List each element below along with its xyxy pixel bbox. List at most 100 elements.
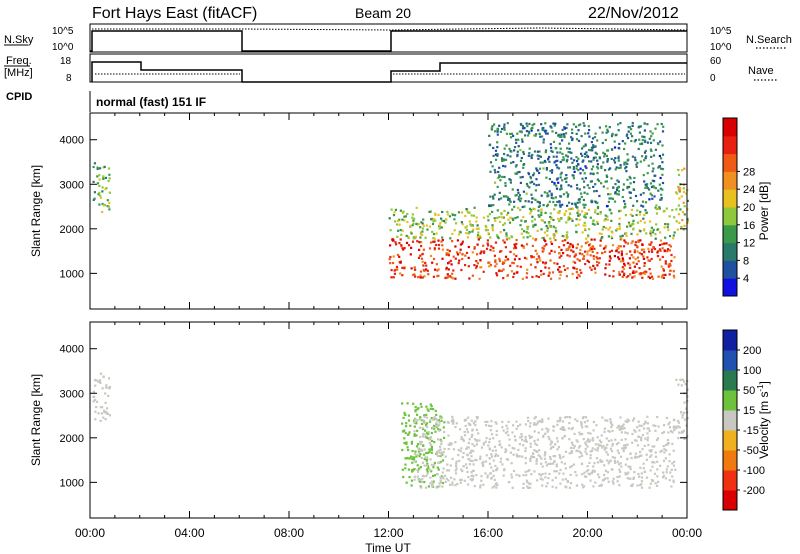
power-echo-cell: [511, 261, 514, 264]
velocity-echo-cell: [442, 477, 445, 480]
colorbar-tick-label: 20: [743, 202, 755, 214]
velocity-echo-cell: [434, 409, 437, 412]
power-echo-cell: [557, 181, 560, 184]
power-echo-cell: [659, 187, 662, 190]
power-echo-cell: [613, 159, 616, 162]
velocity-echo-cell: [677, 421, 681, 424]
velocity-echo-cell: [540, 457, 543, 460]
power-echo-cell: [575, 205, 578, 208]
velocity-echo-cell: [436, 419, 439, 422]
power-echo-cell: [451, 277, 455, 280]
velocity-echo-cell: [510, 462, 513, 465]
power-echo-cell: [432, 275, 435, 278]
power-echo-cell: [498, 166, 501, 169]
power-echo-cell: [649, 141, 653, 144]
colorbar-tick-label: -15: [743, 425, 759, 437]
power-echo-cell: [543, 159, 546, 163]
velocity-echo-cell: [555, 486, 558, 489]
power-echo-cell: [538, 257, 541, 260]
power-echo-cell: [553, 183, 556, 186]
power-echo-cell: [565, 160, 568, 163]
velocity-echo-cell: [580, 462, 583, 465]
power-echo-cell: [497, 170, 500, 174]
x-tick-label: 00:00: [672, 526, 702, 540]
velocity-echo-cell: [579, 445, 582, 448]
power-echo-cell: [560, 187, 563, 190]
velocity-echo-cell: [451, 418, 455, 422]
power-echo-cell: [679, 187, 682, 190]
power-echo-cell: [584, 250, 587, 253]
power-echo-cell: [492, 249, 495, 252]
velocity-echo-cell: [617, 441, 620, 444]
power-echo-cell: [683, 167, 686, 170]
power-echo-cell: [662, 273, 665, 277]
power-echo-cell: [585, 151, 588, 154]
power-echo-cell: [555, 204, 558, 207]
power-echo-cell: [559, 176, 562, 179]
velocity-echo-cell: [533, 449, 536, 452]
velocity-echo-cell: [622, 423, 625, 426]
velocity-echo-cell: [405, 422, 408, 425]
velocity-echo-cell: [475, 439, 478, 442]
velocity-echo-cell: [538, 449, 541, 452]
power-echo-cell: [544, 211, 547, 214]
power-echo-cell: [624, 241, 627, 244]
velocity-echo-cell: [552, 429, 555, 432]
velocity-echo-cell: [428, 438, 431, 441]
power-echo-cell: [518, 130, 521, 133]
velocity-echo-cell: [553, 460, 556, 463]
power-echo-cell: [572, 174, 575, 177]
velocity-echo-cell: [640, 486, 644, 489]
power-echo-cell: [590, 268, 593, 271]
power-echo-cell: [627, 262, 630, 265]
power-echo-cell: [660, 157, 663, 160]
power-echo-cell: [551, 180, 554, 183]
velocity-echo-cell: [447, 443, 450, 446]
power-echo-cell: [96, 167, 99, 170]
power-echo-cell: [492, 154, 495, 157]
power-echo-cell: [523, 256, 527, 259]
power-echo-cell: [512, 262, 515, 265]
power-echo-cell: [519, 265, 522, 268]
power-echo-cell: [556, 159, 559, 162]
power-echo-cell: [626, 133, 629, 136]
power-echo-cell: [554, 196, 557, 199]
power-echo-cell: [588, 186, 591, 190]
velocity-echo-cell: [640, 439, 643, 442]
power-echo-cell: [544, 240, 547, 243]
power-echo-cell: [668, 215, 671, 218]
power-echo-cell: [532, 225, 535, 228]
power-echo-cell: [576, 160, 579, 163]
colorbar-tick-label: 12: [743, 238, 755, 250]
velocity-echo-cell: [522, 474, 525, 477]
power-echo-cell: [596, 207, 600, 210]
power-echo-cell: [519, 208, 522, 211]
velocity-echo-cell: [605, 437, 608, 440]
power-echo-cell: [97, 193, 100, 196]
velocity-echo-cell: [648, 486, 651, 489]
power-echo-cell: [625, 134, 628, 137]
power-echo-cell: [494, 219, 497, 222]
power-echo-cell: [566, 254, 569, 257]
velocity-echo-cell: [465, 466, 468, 469]
power-echo-cell: [543, 245, 546, 248]
power-echo-cell: [476, 236, 479, 239]
power-echo-cell: [388, 258, 391, 261]
power-echo-cell: [659, 176, 662, 180]
velocity-echo-cell: [632, 477, 635, 480]
velocity-echo-cell: [505, 449, 508, 452]
power-echo-cell: [431, 222, 435, 226]
velocity-echo-cell: [431, 482, 434, 485]
velocity-echo-cell: [649, 469, 652, 472]
power-echo-cell: [501, 127, 504, 131]
power-echo-cell: [657, 275, 660, 278]
power-echo-cell: [432, 233, 436, 236]
velocity-echo-cell: [564, 416, 567, 419]
velocity-echo-cell: [433, 474, 436, 477]
velocity-echo-cell: [405, 425, 408, 428]
velocity-echo-cell: [484, 460, 488, 463]
power-echo-cell: [660, 167, 663, 170]
power-echo-cell: [614, 134, 617, 137]
power-echo-cell: [544, 122, 547, 125]
velocity-echo-cell: [481, 463, 485, 466]
